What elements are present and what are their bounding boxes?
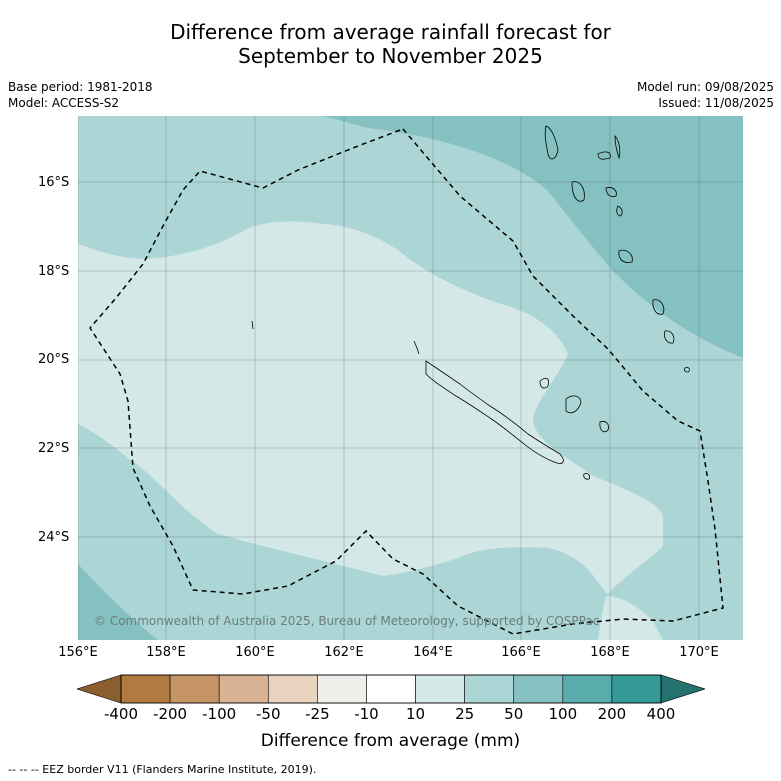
colorbar-segment [267, 674, 318, 704]
lat-label-22s: 22°S [38, 441, 70, 456]
colorbar-segment [317, 674, 367, 704]
colorbar-tick-label: -50 [256, 705, 281, 723]
colorbar-tick-label: 50 [504, 705, 524, 723]
model-run: Model run: 09/08/2025 [636, 80, 774, 94]
colorbar-segment [218, 674, 269, 704]
colorbar [77, 674, 705, 704]
colorbar-segment [562, 674, 613, 704]
vanuatu-espiritu-santo [544, 125, 559, 160]
ouvea-island [539, 377, 549, 389]
vanuatu-ambae [597, 151, 611, 160]
colorbar-label: Difference from average (mm) [260, 731, 521, 751]
colorbar-over-arrow [660, 674, 705, 704]
band-10-25-central [78, 221, 663, 594]
colorbar-tick-label: -25 [305, 705, 330, 723]
colorbar-segment [169, 674, 220, 704]
colorbar-segment [464, 674, 515, 704]
vanuatu-erromango [618, 249, 633, 263]
isle-of-pines [583, 473, 591, 480]
vanuatu-epi [616, 205, 623, 217]
map-title: Difference from average rainfall forecas… [0, 20, 781, 68]
lon-label-162e: 162°E [324, 645, 364, 660]
colorbar-segment [120, 674, 171, 704]
colorbar-segment [513, 674, 564, 704]
title-line-2: September to November 2025 [238, 44, 543, 68]
map-area: © Commonwealth of Australia 2025, Bureau… [78, 116, 743, 640]
rainfall-map [78, 116, 743, 640]
title-line-1: Difference from average rainfall forecas… [170, 20, 611, 44]
copyright-notice: © Commonwealth of Australia 2025, Bureau… [94, 614, 600, 628]
colorbar-tick-label: 200 [597, 705, 627, 723]
lat-label-16s: 16°S [38, 175, 70, 190]
lon-label-158e: 158°E [146, 645, 186, 660]
islands [251, 125, 690, 480]
model-name: Model: ACCESS-S2 [8, 96, 120, 110]
colorbar-tick-label: 25 [455, 705, 475, 723]
colorbar-segments [120, 674, 662, 704]
lat-label-18s: 18°S [38, 264, 70, 279]
base-period: Base period: 1981-2018 [8, 80, 153, 94]
colorbar-segment [366, 674, 416, 704]
belep-islands [413, 340, 420, 355]
vanuatu-pentecost [614, 135, 621, 160]
lon-label-170e: 170°E [679, 645, 719, 660]
meta-left: Base period: 1981-2018 Model: ACCESS-S2 [8, 79, 153, 111]
colorbar-outline [120, 674, 662, 704]
vanuatu-malekula [571, 181, 585, 202]
eez-border [89, 128, 724, 635]
colorbar-segment [415, 674, 465, 704]
lifou-island [565, 395, 582, 414]
colorbar-under-arrow [77, 674, 122, 704]
vanuatu-aneityum [664, 330, 675, 344]
colorbar-tick-label: 100 [548, 705, 578, 723]
lat-label-24s: 24°S [38, 530, 70, 545]
graticule [78, 116, 743, 640]
colorbar-tick-label: 10 [405, 705, 426, 723]
colorbar-tick-label: -10 [354, 705, 379, 723]
lon-label-164e: 164°E [413, 645, 453, 660]
band-10-25-southeast [598, 596, 663, 640]
vanuatu-efate [605, 187, 617, 197]
meta-right: Model run: 09/08/2025 Issued: 11/08/2025 [637, 79, 774, 111]
chesterfield-islet [251, 320, 254, 330]
lat-label-20s: 20°S [38, 352, 70, 367]
eez-footnote: -- -- -- EEZ border V11 (Flanders Marine… [8, 763, 317, 776]
hunter-island [684, 367, 690, 373]
mare-island [599, 421, 609, 433]
colorbar-tick-label: -200 [153, 705, 188, 723]
colorbar-tick-label: -400 [103, 705, 139, 723]
lon-label-168e: 168°E [590, 645, 630, 660]
colorbar-tick-label: 400 [646, 705, 676, 723]
new-caledonia-island [425, 360, 564, 464]
lon-label-166e: 166°E [501, 645, 541, 660]
issued-date: Issued: 11/08/2025 [658, 96, 774, 110]
band-50-100-southwest [78, 564, 158, 640]
colorbar-tick-label: -100 [202, 705, 237, 723]
lon-label-160e: 160°E [235, 645, 275, 660]
band-50-100-northeast [323, 116, 743, 358]
colorbar-segment [611, 674, 662, 704]
vanuatu-tanna [652, 299, 665, 315]
lon-label-156e: 156°E [58, 645, 98, 660]
